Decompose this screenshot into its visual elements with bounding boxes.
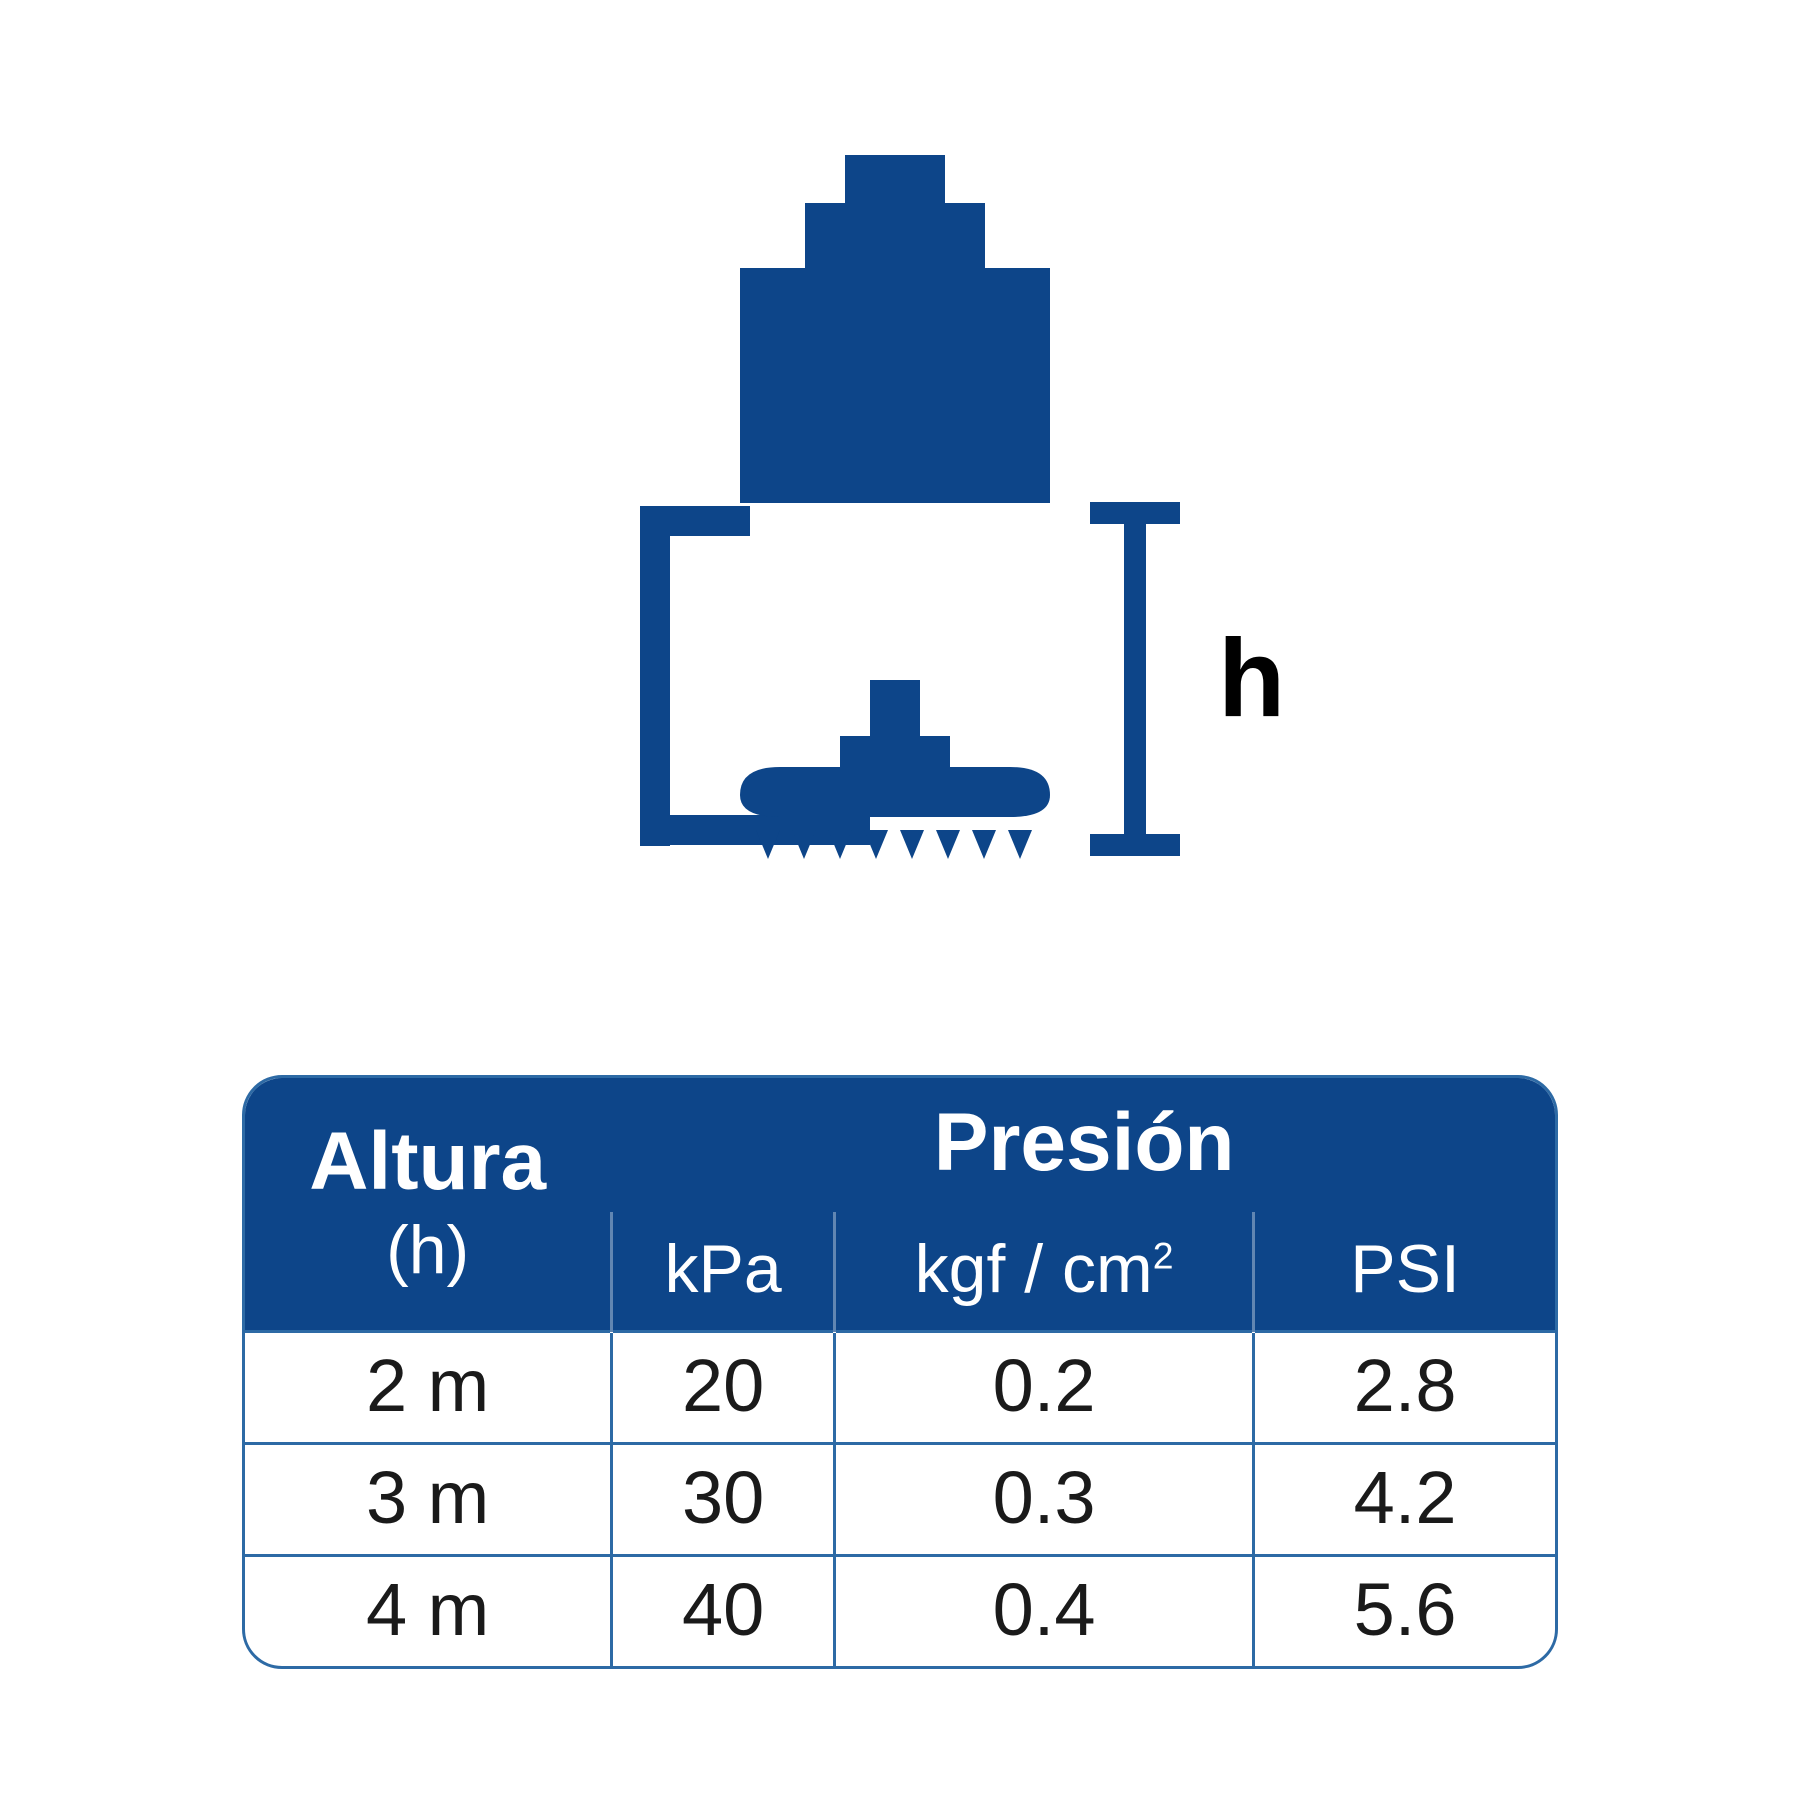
height-dimension-label: h [1218, 615, 1285, 742]
col-header-kpa: kPa [612, 1212, 835, 1332]
col-header-kgfcm2: kgf / cm2 [834, 1212, 1253, 1332]
cell-altura: 2 m [245, 1332, 612, 1444]
table-row: 3 m300.34.2 [245, 1444, 1555, 1556]
col-header-psi: PSI [1254, 1212, 1555, 1332]
tank-shower-icon [450, 155, 1350, 885]
cell-kgfcm2: 0.2 [834, 1332, 1253, 1444]
altura-subtitle: (h) [255, 1211, 600, 1289]
cell-psi: 2.8 [1254, 1332, 1555, 1444]
table-row: 2 m200.22.8 [245, 1332, 1555, 1444]
table-header: Altura (h) Presión kPa kgf / cm2 PSI [245, 1078, 1555, 1332]
altura-title: Altura [255, 1115, 600, 1209]
pressure-table: Altura (h) Presión kPa kgf / cm2 PSI 2 m… [242, 1075, 1558, 1669]
col-header-altura: Altura (h) [245, 1078, 612, 1332]
water-pressure-diagram: h [450, 155, 1350, 890]
kgfcm2-label: kgf / cm2 [915, 1231, 1174, 1307]
table-row: 4 m400.45.6 [245, 1556, 1555, 1667]
presion-title: Presión [623, 1096, 1545, 1190]
cell-psi: 4.2 [1254, 1444, 1555, 1556]
col-header-presion: Presión [612, 1078, 1555, 1212]
cell-kpa: 40 [612, 1556, 835, 1667]
cell-altura: 4 m [245, 1556, 612, 1667]
cell-psi: 5.6 [1254, 1556, 1555, 1667]
cell-kpa: 20 [612, 1332, 835, 1444]
cell-kgfcm2: 0.4 [834, 1556, 1253, 1667]
cell-kgfcm2: 0.3 [834, 1444, 1253, 1556]
table-body: 2 m200.22.83 m300.34.24 m400.45.6 [245, 1332, 1555, 1667]
cell-kpa: 30 [612, 1444, 835, 1556]
cell-altura: 3 m [245, 1444, 612, 1556]
